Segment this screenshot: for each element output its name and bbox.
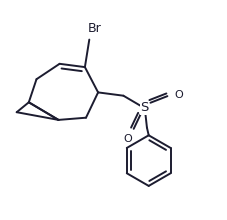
Text: O: O xyxy=(123,134,132,144)
Text: Br: Br xyxy=(88,22,102,35)
Text: S: S xyxy=(140,101,148,114)
Text: O: O xyxy=(174,90,183,100)
